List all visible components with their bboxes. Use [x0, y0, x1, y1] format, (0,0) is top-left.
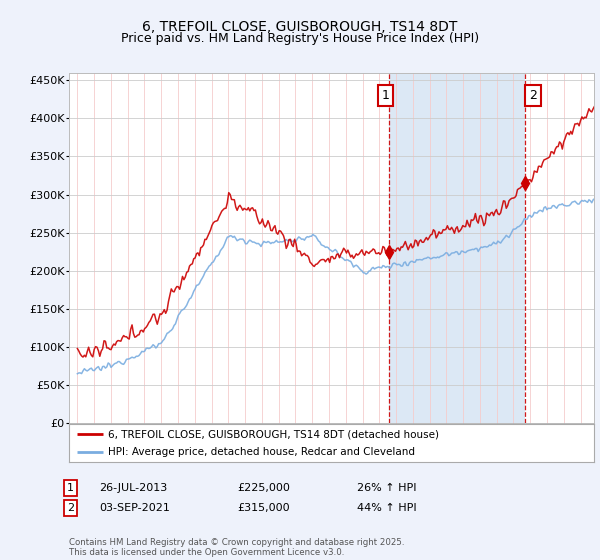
Text: 6, TREFOIL CLOSE, GUISBOROUGH, TS14 8DT: 6, TREFOIL CLOSE, GUISBOROUGH, TS14 8DT: [142, 20, 458, 34]
Text: 26-JUL-2013: 26-JUL-2013: [99, 483, 167, 493]
Text: 44% ↑ HPI: 44% ↑ HPI: [357, 503, 416, 513]
Text: 1: 1: [67, 483, 74, 493]
Text: 1: 1: [382, 89, 389, 102]
Text: 03-SEP-2021: 03-SEP-2021: [99, 503, 170, 513]
Text: HPI: Average price, detached house, Redcar and Cleveland: HPI: Average price, detached house, Redc…: [109, 447, 415, 457]
Text: Price paid vs. HM Land Registry's House Price Index (HPI): Price paid vs. HM Land Registry's House …: [121, 32, 479, 45]
Text: £315,000: £315,000: [237, 503, 290, 513]
Bar: [389, 73, 525, 423]
Text: Contains HM Land Registry data © Crown copyright and database right 2025.
This d: Contains HM Land Registry data © Crown c…: [69, 538, 404, 557]
Text: £225,000: £225,000: [237, 483, 290, 493]
Text: 26% ↑ HPI: 26% ↑ HPI: [357, 483, 416, 493]
Text: 2: 2: [529, 89, 537, 102]
Text: 2: 2: [67, 503, 74, 513]
Text: 6, TREFOIL CLOSE, GUISBOROUGH, TS14 8DT (detached house): 6, TREFOIL CLOSE, GUISBOROUGH, TS14 8DT …: [109, 429, 439, 439]
